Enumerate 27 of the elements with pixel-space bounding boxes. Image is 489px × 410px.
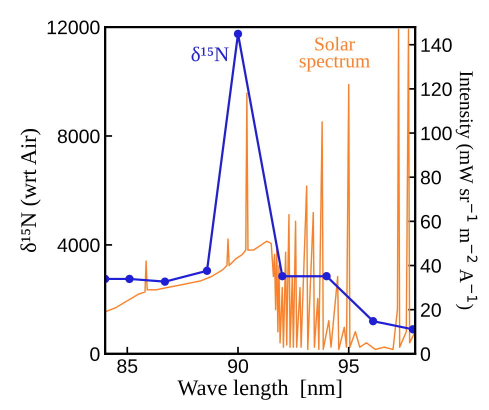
x-tick-label: 95 — [338, 359, 359, 373]
y2-tick-label: 60 — [421, 214, 441, 229]
y2-tick-label: 120 — [422, 82, 452, 96]
point — [322, 272, 331, 280]
series-label: Solar spectrum — [300, 36, 370, 72]
y2-tick-label: 0 — [420, 347, 430, 362]
x-axis-title: Wave length [nm] — [177, 380, 342, 400]
point — [278, 272, 286, 280]
y2-tick-label: 80 — [420, 170, 441, 184]
y2-axis-title: Intensity (mW sr$^{−1}$ m$^{−2}$ A$^{−1}$) — [456, 71, 478, 310]
y-axis-title: δ¹⁵N (wrt Air) — [20, 128, 41, 252]
y-tick-label: 12000 — [48, 20, 100, 34]
point — [234, 30, 242, 38]
x-tick-label: 85 — [117, 359, 138, 373]
y2-tick-label: 140 — [422, 38, 452, 52]
series-label: δ¹⁵N — [192, 46, 229, 62]
y-tick-label: 0 — [90, 347, 100, 362]
y2-tick-label: 40 — [420, 258, 441, 273]
point — [160, 278, 170, 286]
y2-tick-label: 100 — [422, 126, 452, 140]
y2-tick-label: 20 — [421, 303, 441, 317]
point — [368, 316, 378, 326]
y-tick-label: 4000 — [57, 238, 100, 252]
point — [125, 274, 134, 284]
y-tick-label: 8000 — [58, 129, 100, 144]
x-tick-label: 90 — [228, 359, 248, 373]
point — [202, 266, 212, 275]
